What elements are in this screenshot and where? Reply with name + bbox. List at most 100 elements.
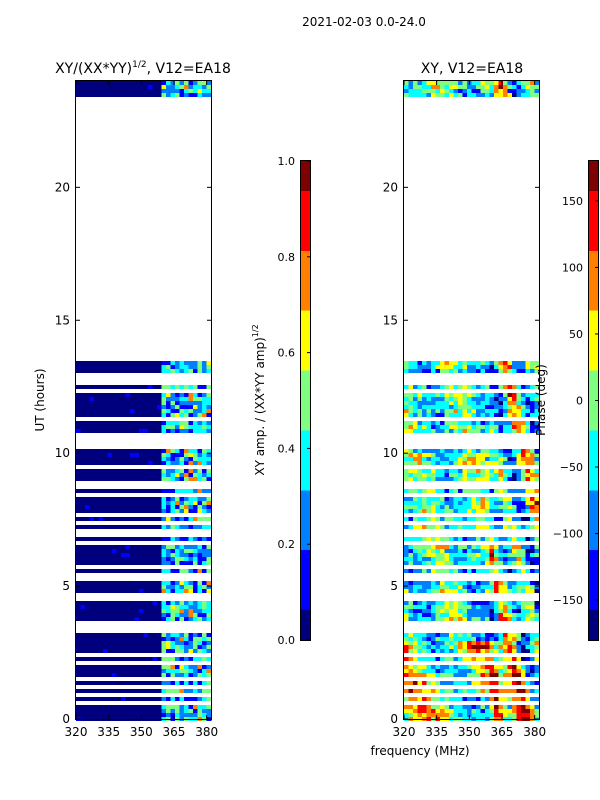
heatmap-cell: [121, 365, 126, 369]
heatmap-cell: [413, 649, 418, 653]
heatmap-cell: [188, 601, 194, 605]
heatmap-cell: [476, 649, 481, 653]
heatmap-cell: [426, 709, 432, 713]
heatmap-cell: [440, 365, 445, 369]
heatmap-cell: [512, 517, 517, 521]
heatmap-cell: [121, 505, 126, 509]
heatmap-cell: [175, 549, 180, 553]
x-tick-label: 380: [195, 725, 218, 739]
heatmap-cell: [530, 397, 535, 401]
heatmap-cell: [503, 709, 508, 713]
heatmap-cell: [161, 689, 167, 693]
heatmap-cell: [188, 681, 194, 685]
heatmap-cell: [139, 585, 144, 589]
heatmap-cell: [112, 369, 117, 373]
heatmap-cell: [449, 449, 454, 453]
heatmap-cell: [166, 669, 171, 673]
heatmap-cell: [170, 497, 176, 501]
heatmap-cell: [107, 589, 113, 593]
heatmap-cell: [467, 609, 472, 613]
heatmap-cell: [143, 613, 149, 617]
heatmap-cell: [206, 681, 212, 685]
heatmap-cell: [525, 697, 531, 701]
heatmap-cell: [98, 525, 104, 529]
heatmap-cell: [422, 657, 427, 661]
heatmap-cell: [76, 409, 81, 413]
heatmap-cell: [435, 633, 441, 637]
heatmap-cell: [139, 689, 144, 693]
heatmap-cell: [462, 605, 468, 609]
heatmap-cell: [89, 421, 95, 425]
heatmap-cell: [112, 705, 117, 709]
heatmap-cell: [453, 473, 459, 477]
heatmap-cell: [480, 517, 486, 521]
heatmap-cell: [413, 449, 418, 453]
heatmap-cell: [471, 633, 477, 637]
heatmap-cell: [85, 473, 90, 477]
heatmap-cell: [525, 449, 531, 453]
heatmap-cell: [161, 641, 167, 645]
heatmap-cell: [408, 609, 414, 613]
heatmap-cell: [422, 705, 427, 709]
heatmap-cell: [462, 665, 468, 669]
heatmap-cell: [202, 669, 207, 673]
heatmap-cell: [121, 385, 126, 389]
heatmap-cell: [112, 537, 117, 541]
heatmap-cell: [179, 641, 185, 645]
heatmap-cell: [202, 89, 207, 93]
heatmap-cell: [467, 397, 472, 401]
heatmap-cell: [458, 93, 463, 97]
heatmap-cell: [157, 497, 162, 501]
heatmap-cell: [530, 401, 535, 405]
heatmap-cell: [157, 413, 162, 417]
heatmap-cell: [471, 425, 477, 429]
heatmap-cell: [498, 429, 504, 433]
heatmap-cell: [503, 405, 508, 409]
heatmap-cell: [134, 469, 140, 473]
heatmap-cell: [417, 617, 423, 621]
heatmap-cell: [148, 557, 153, 561]
heatmap-cell: [467, 605, 472, 609]
heatmap-cell: [148, 561, 153, 565]
heatmap-cell: [417, 409, 423, 413]
heatmap-cell: [98, 477, 104, 481]
heatmap-cell: [143, 605, 149, 609]
heatmap-cell: [103, 589, 108, 593]
heatmap-cell: [166, 385, 171, 389]
heatmap-cell: [202, 525, 207, 529]
heatmap-cell: [89, 489, 95, 493]
heatmap-cell: [480, 413, 486, 417]
heatmap-cell: [125, 657, 131, 661]
heatmap-cell: [170, 89, 176, 93]
heatmap-cell: [143, 537, 149, 541]
heatmap-cell: [417, 645, 423, 649]
heatmap-cell: [130, 81, 135, 85]
heatmap-cell: [516, 709, 522, 713]
heatmap-cell: [148, 649, 153, 653]
heatmap-cell: [89, 545, 95, 549]
heatmap-cell: [206, 81, 212, 85]
heatmap-cell: [408, 553, 414, 557]
heatmap-cell: [471, 613, 477, 617]
heatmap-cell: [107, 81, 113, 85]
heatmap-cell: [467, 537, 472, 541]
heatmap-cell: [534, 505, 540, 509]
heatmap-cell: [453, 641, 459, 645]
heatmap-cell: [507, 665, 513, 669]
heatmap-cell: [85, 385, 90, 389]
heatmap-cell: [534, 405, 540, 409]
heatmap-cell: [435, 525, 441, 529]
heatmap-cell: [413, 473, 418, 477]
heatmap-cell: [512, 365, 517, 369]
heatmap-cell: [516, 421, 522, 425]
heatmap-cell: [462, 405, 468, 409]
heatmap-cell: [521, 469, 526, 473]
heatmap-cell: [116, 85, 122, 89]
heatmap-cell: [435, 705, 441, 709]
heatmap-cell: [422, 561, 427, 565]
heatmap-cell: [512, 397, 517, 401]
colorbar-step: [589, 335, 598, 342]
heatmap-cell: [175, 645, 180, 649]
heatmap-cell: [202, 589, 207, 593]
heatmap-cell: [152, 681, 158, 685]
